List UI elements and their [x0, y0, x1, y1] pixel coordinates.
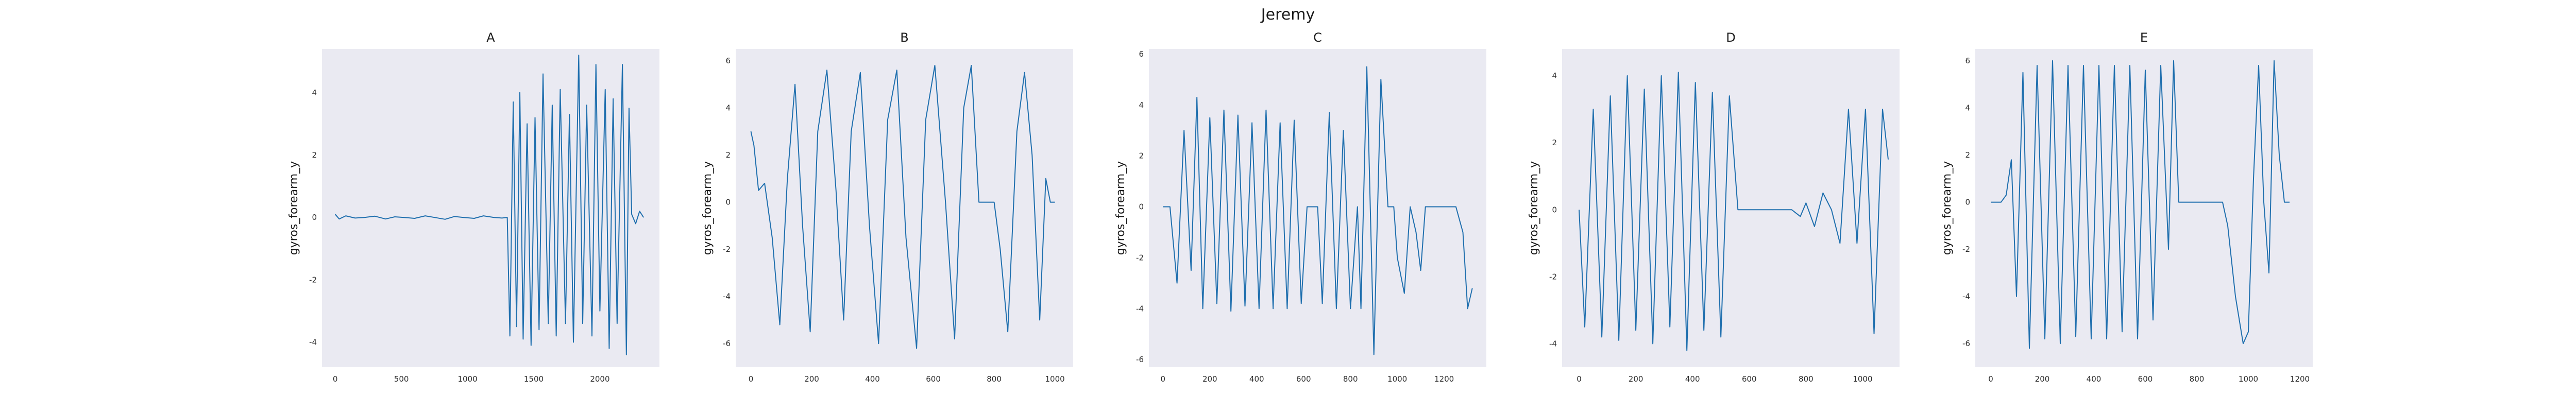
x-tick-label: 200	[2035, 374, 2050, 384]
y-tick-label: -4	[1549, 339, 1557, 348]
y-axis-label: gyros_forearm_y	[1114, 161, 1127, 255]
x-tick-label: 0	[1988, 374, 1993, 384]
x-tick-label: 200	[804, 374, 819, 384]
x-tick-label: 1000	[2239, 374, 2258, 384]
y-axis-label: gyros_forearm_y	[1941, 161, 1954, 255]
y-tick-label: 6	[725, 56, 731, 65]
y-tick-label: -2	[1549, 272, 1557, 281]
x-tick-label: 600	[1742, 374, 1757, 384]
x-tick-label: 1000	[1387, 374, 1407, 384]
y-tick-label: 0	[725, 198, 731, 207]
x-tick-label: 600	[1296, 374, 1311, 384]
y-axis-label: gyros_forearm_y	[701, 161, 714, 255]
y-tick-label: -2	[1962, 245, 1970, 254]
y-tick-label: -2	[723, 245, 731, 254]
series-line	[1991, 60, 2290, 349]
subplot-title: C	[1313, 30, 1322, 45]
x-tick-label: 400	[2087, 374, 2102, 384]
y-tick-label: 4	[1139, 100, 1144, 110]
subplot-title: B	[900, 30, 908, 45]
plot-area	[322, 49, 659, 367]
x-tick-label: 1000	[1045, 374, 1065, 384]
x-tick-label: 1000	[1853, 374, 1872, 384]
y-tick-label: -2	[309, 275, 317, 284]
y-tick-label: -6	[723, 339, 731, 348]
y-tick-label: 2	[1139, 151, 1144, 161]
x-tick-label: 1000	[457, 374, 477, 384]
figure-title: Jeremy	[1260, 6, 1315, 24]
y-tick-label: 4	[1965, 103, 1970, 112]
y-tick-label: -6	[1962, 339, 1970, 348]
y-tick-label: 2	[725, 150, 731, 160]
x-tick-label: 500	[394, 374, 409, 384]
y-tick-label: 6	[1965, 56, 1970, 65]
subplot-title: D	[1726, 30, 1735, 45]
y-tick-label: 0	[1965, 198, 1970, 207]
series-line	[334, 55, 645, 355]
x-tick-label: 1200	[1434, 374, 1454, 384]
x-tick-label: 600	[926, 374, 941, 384]
y-axis-label: gyros_forearm_y	[287, 161, 300, 255]
x-tick-label: 0	[749, 374, 754, 384]
x-tick-label: 400	[865, 374, 880, 384]
x-tick-label: 0	[1577, 374, 1582, 384]
y-tick-label: -4	[309, 338, 317, 347]
y-tick-label: 0	[1139, 202, 1144, 212]
y-tick-label: 2	[312, 150, 317, 160]
x-tick-label: 200	[1629, 374, 1643, 384]
x-tick-label: 1500	[524, 374, 544, 384]
y-tick-label: -2	[1136, 253, 1144, 262]
x-tick-label: 0	[1161, 374, 1166, 384]
y-tick-label: 4	[312, 88, 317, 97]
x-tick-label: 2000	[590, 374, 609, 384]
y-tick-label: 4	[1552, 71, 1557, 80]
y-tick-label: 4	[725, 103, 731, 112]
x-tick-label: 800	[1343, 374, 1358, 384]
y-axis-label: gyros_forearm_y	[1528, 161, 1540, 255]
x-tick-label: 1200	[2290, 374, 2310, 384]
y-tick-label: -4	[723, 292, 731, 301]
y-tick-label: 6	[1139, 49, 1144, 59]
y-tick-label: 2	[1552, 138, 1557, 147]
x-tick-label: 0	[333, 374, 338, 384]
x-tick-label: 600	[2138, 374, 2153, 384]
y-tick-label: 0	[1552, 205, 1557, 214]
x-tick-label: 800	[1799, 374, 1814, 384]
x-tick-label: 200	[1202, 374, 1217, 384]
subplot-title: E	[2140, 30, 2148, 45]
subplot-title: A	[486, 30, 495, 45]
series-line	[1579, 72, 1889, 351]
y-tick-label: -4	[1136, 304, 1144, 313]
x-tick-label: 400	[1685, 374, 1700, 384]
y-tick-label: -4	[1962, 292, 1970, 301]
x-tick-label: 800	[2190, 374, 2205, 384]
plot-area	[1562, 49, 1900, 367]
y-tick-label: 0	[312, 213, 317, 222]
y-tick-label: -6	[1136, 355, 1144, 364]
y-tick-label: 2	[1965, 150, 1970, 160]
x-tick-label: 400	[1249, 374, 1264, 384]
x-tick-label: 800	[987, 374, 1002, 384]
series-line	[1163, 66, 1473, 355]
series-line	[750, 65, 1055, 349]
